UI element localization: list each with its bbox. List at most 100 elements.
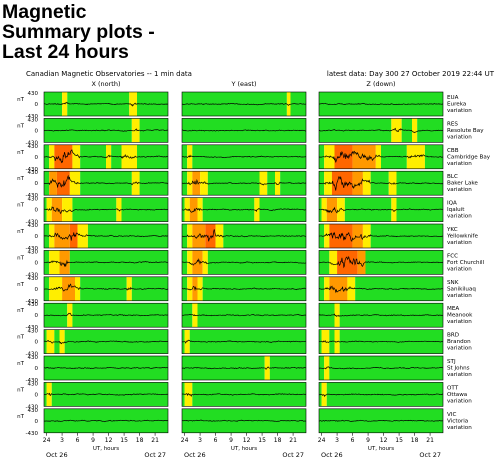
y-unit-label: nT: [17, 414, 24, 420]
activity-band: [184, 329, 190, 354]
activity-band: [182, 303, 193, 328]
y-tick-label: 430: [28, 144, 39, 150]
y-tick-label: 0: [35, 260, 39, 266]
y-tick-label: 0: [35, 208, 39, 214]
variation-trace: [43, 206, 169, 215]
variation-trace: [181, 366, 307, 370]
y-unit-label: nT: [17, 361, 24, 367]
y-tick-label: 430: [28, 329, 39, 335]
activity-band: [49, 171, 57, 196]
activity-band: [192, 250, 203, 275]
activity-band: [129, 92, 137, 116]
panel-frame: [318, 276, 444, 302]
activity-band: [189, 197, 198, 222]
y-unit-label: nT: [17, 123, 24, 129]
station-name: Resolute Bay: [447, 128, 484, 134]
y-tick-label: 430: [28, 249, 39, 255]
x-tick-label: 6: [214, 437, 218, 444]
variation-trace: [43, 149, 169, 164]
station-code: MEA: [447, 306, 459, 312]
x-tick-label: 3: [335, 437, 339, 444]
column-label: Y (east): [230, 80, 256, 88]
y-tick-label: -430: [26, 431, 39, 437]
x-tick-label: 3: [60, 437, 64, 444]
x-axis-label: UT, hours: [231, 446, 257, 452]
station-variation-label: variation: [447, 187, 472, 193]
x-tick-label: 18: [411, 437, 419, 444]
variation-trace: [43, 283, 169, 292]
activity-band: [131, 118, 140, 143]
variation-trace: [318, 419, 444, 422]
activity-band: [319, 276, 325, 301]
page-title-line-2: Summary plots -: [2, 21, 155, 43]
activity-band: [69, 224, 78, 248]
activity-band: [362, 224, 371, 248]
x-tick-label: 21: [289, 437, 297, 444]
variation-trace: [318, 313, 444, 318]
panel-frame: [318, 118, 444, 143]
panel-frame: [318, 382, 444, 407]
y-tick-label: 0: [35, 234, 39, 240]
page-title-line-3: Last 24 hours: [2, 41, 129, 63]
y-unit-label: nT: [17, 176, 24, 182]
y-tick-label: 430: [28, 355, 39, 361]
variation-trace: [181, 129, 307, 132]
station-code: BRD: [447, 333, 459, 339]
panel-frame: [181, 329, 307, 354]
y-tick-label: 430: [28, 117, 39, 123]
y-tick-label: 430: [28, 381, 39, 387]
activity-band: [62, 276, 75, 301]
x-tick-label: 6: [351, 437, 355, 444]
station-name: Fort Churchill: [447, 260, 485, 266]
variation-trace: [318, 340, 444, 344]
x-tick-label: 9: [229, 437, 233, 444]
activity-band: [59, 250, 70, 275]
variation-trace: [318, 255, 444, 269]
x-tick-label: 15: [395, 437, 403, 444]
station-code: YKC: [446, 227, 458, 233]
x-tick-label: 21: [151, 437, 159, 444]
y-tick-label: -430: [26, 378, 39, 384]
variation-trace: [181, 285, 307, 292]
y-unit-label: nT: [17, 97, 24, 103]
y-unit-label: nT: [17, 387, 24, 393]
activity-band: [388, 171, 397, 196]
activity-band: [412, 118, 418, 143]
y-tick-label: 0: [35, 340, 39, 346]
variation-trace: [181, 339, 307, 344]
x-tick-label: 3: [198, 437, 202, 444]
x-tick-label: 9: [366, 437, 370, 444]
page-title-line-1: Magnetic: [2, 1, 87, 23]
activity-band: [329, 250, 338, 275]
activity-band: [375, 144, 381, 169]
y-tick-label: 430: [28, 408, 39, 414]
activity-band: [352, 144, 376, 169]
activity-band: [357, 250, 366, 275]
variation-trace: [318, 366, 444, 370]
panel-frame: [318, 329, 444, 354]
variation-trace: [181, 178, 307, 186]
panel-frame: [181, 382, 307, 407]
date-left-label: Oct 26: [184, 451, 206, 459]
activity-band: [51, 197, 63, 222]
activity-band: [72, 144, 81, 169]
x-tick-label: 15: [120, 437, 128, 444]
y-unit-label: nT: [17, 229, 24, 235]
panel-frame: [43, 276, 169, 302]
station-variation-label: variation: [447, 134, 472, 140]
activity-band: [197, 276, 203, 301]
panel-frame: [181, 223, 307, 249]
y-unit-label: nT: [17, 255, 24, 261]
panel-frame: [318, 91, 444, 117]
station-code: SNK: [447, 280, 459, 286]
panel-frame: [43, 408, 169, 434]
y-tick-label: -430: [26, 404, 39, 410]
activity-band: [59, 329, 65, 354]
panel-frame: [181, 118, 307, 143]
panel-frame: [43, 118, 169, 143]
y-tick-label: 430: [28, 197, 39, 203]
panel-frame: [43, 302, 169, 328]
panel-frame: [318, 197, 444, 222]
y-unit-label: nT: [17, 282, 24, 288]
station-variation-label: variation: [447, 372, 472, 378]
